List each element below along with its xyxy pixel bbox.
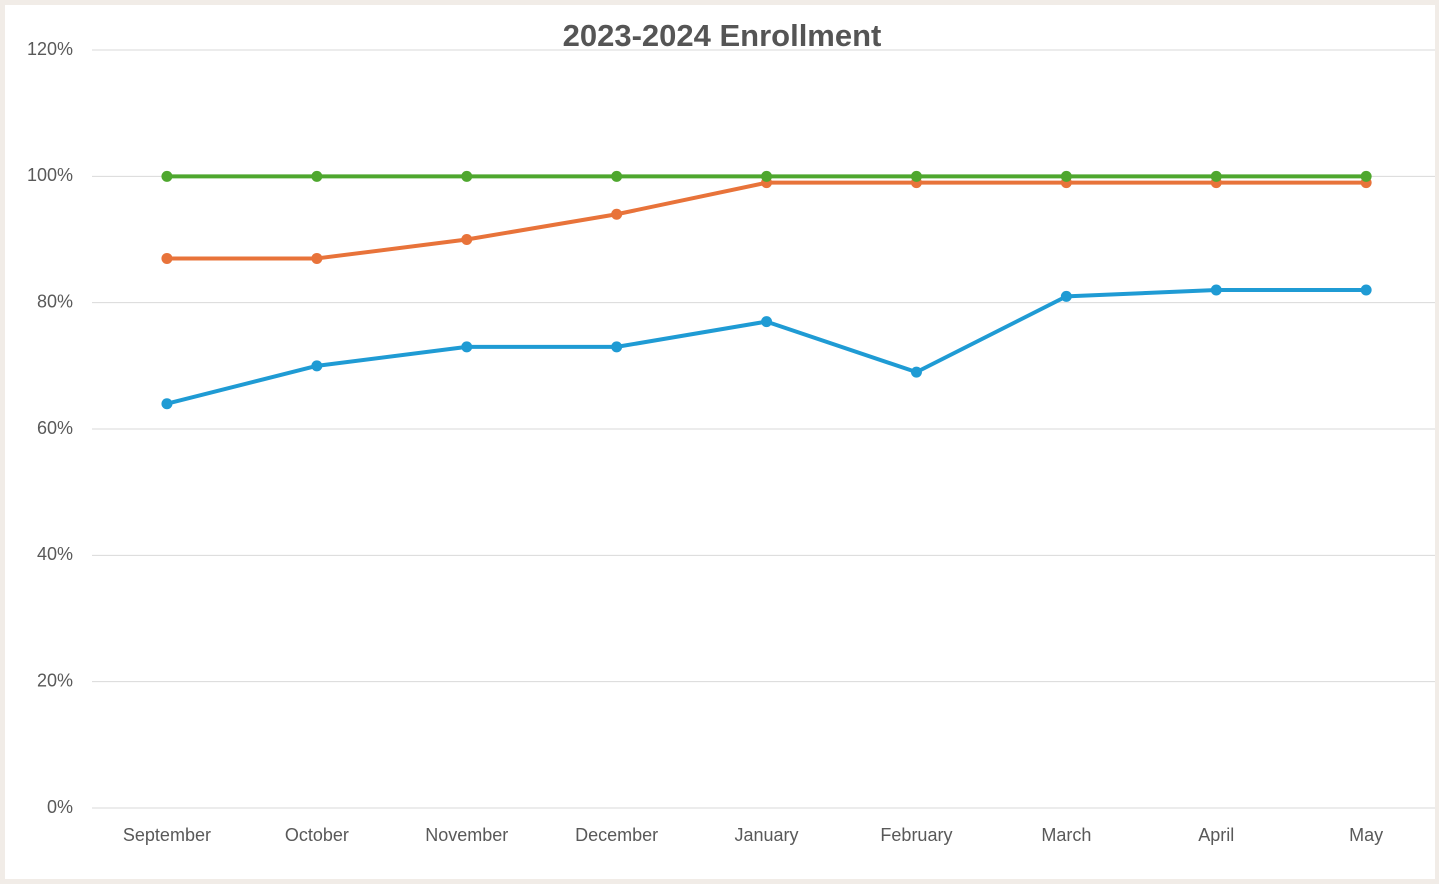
x-tick-label: February [880,825,952,845]
y-tick-label: 20% [37,670,73,690]
data-point [161,398,173,410]
data-point [311,252,323,264]
data-point [461,234,473,245]
x-tick-label: January [735,825,799,845]
data-point [311,170,323,182]
y-tick-label: 60% [37,418,73,438]
data-point [311,360,323,372]
x-tick-label: September [123,825,211,845]
y-tick-label: 80% [37,291,73,311]
x-tick-label: May [1349,825,1383,845]
data-point [1060,290,1072,302]
x-tick-label: November [425,825,508,845]
data-point [1060,170,1072,182]
data-point [761,170,773,182]
chart-area [5,5,1435,879]
data-point [461,341,473,353]
data-point [761,316,773,328]
data-point [910,366,922,378]
y-tick-label: 120% [27,39,73,59]
data-point [161,170,173,182]
y-tick-label: 0% [47,797,73,817]
data-point [611,170,623,182]
data-point [611,208,623,220]
data-point [1210,284,1222,296]
x-tick-label: March [1041,825,1091,845]
data-point [461,170,473,182]
data-point [161,252,173,264]
x-tick-label: December [575,825,658,845]
x-tick-label: October [285,825,349,845]
data-point [910,170,922,182]
y-tick-label: 100% [27,165,73,185]
chart-title: 2023-2024 Enrollment [563,18,882,53]
x-tick-label: April [1198,825,1234,845]
y-tick-label: 40% [37,544,73,564]
data-point [611,341,623,353]
data-point [1210,170,1222,182]
data-point [1360,170,1372,182]
data-point [1360,284,1372,296]
